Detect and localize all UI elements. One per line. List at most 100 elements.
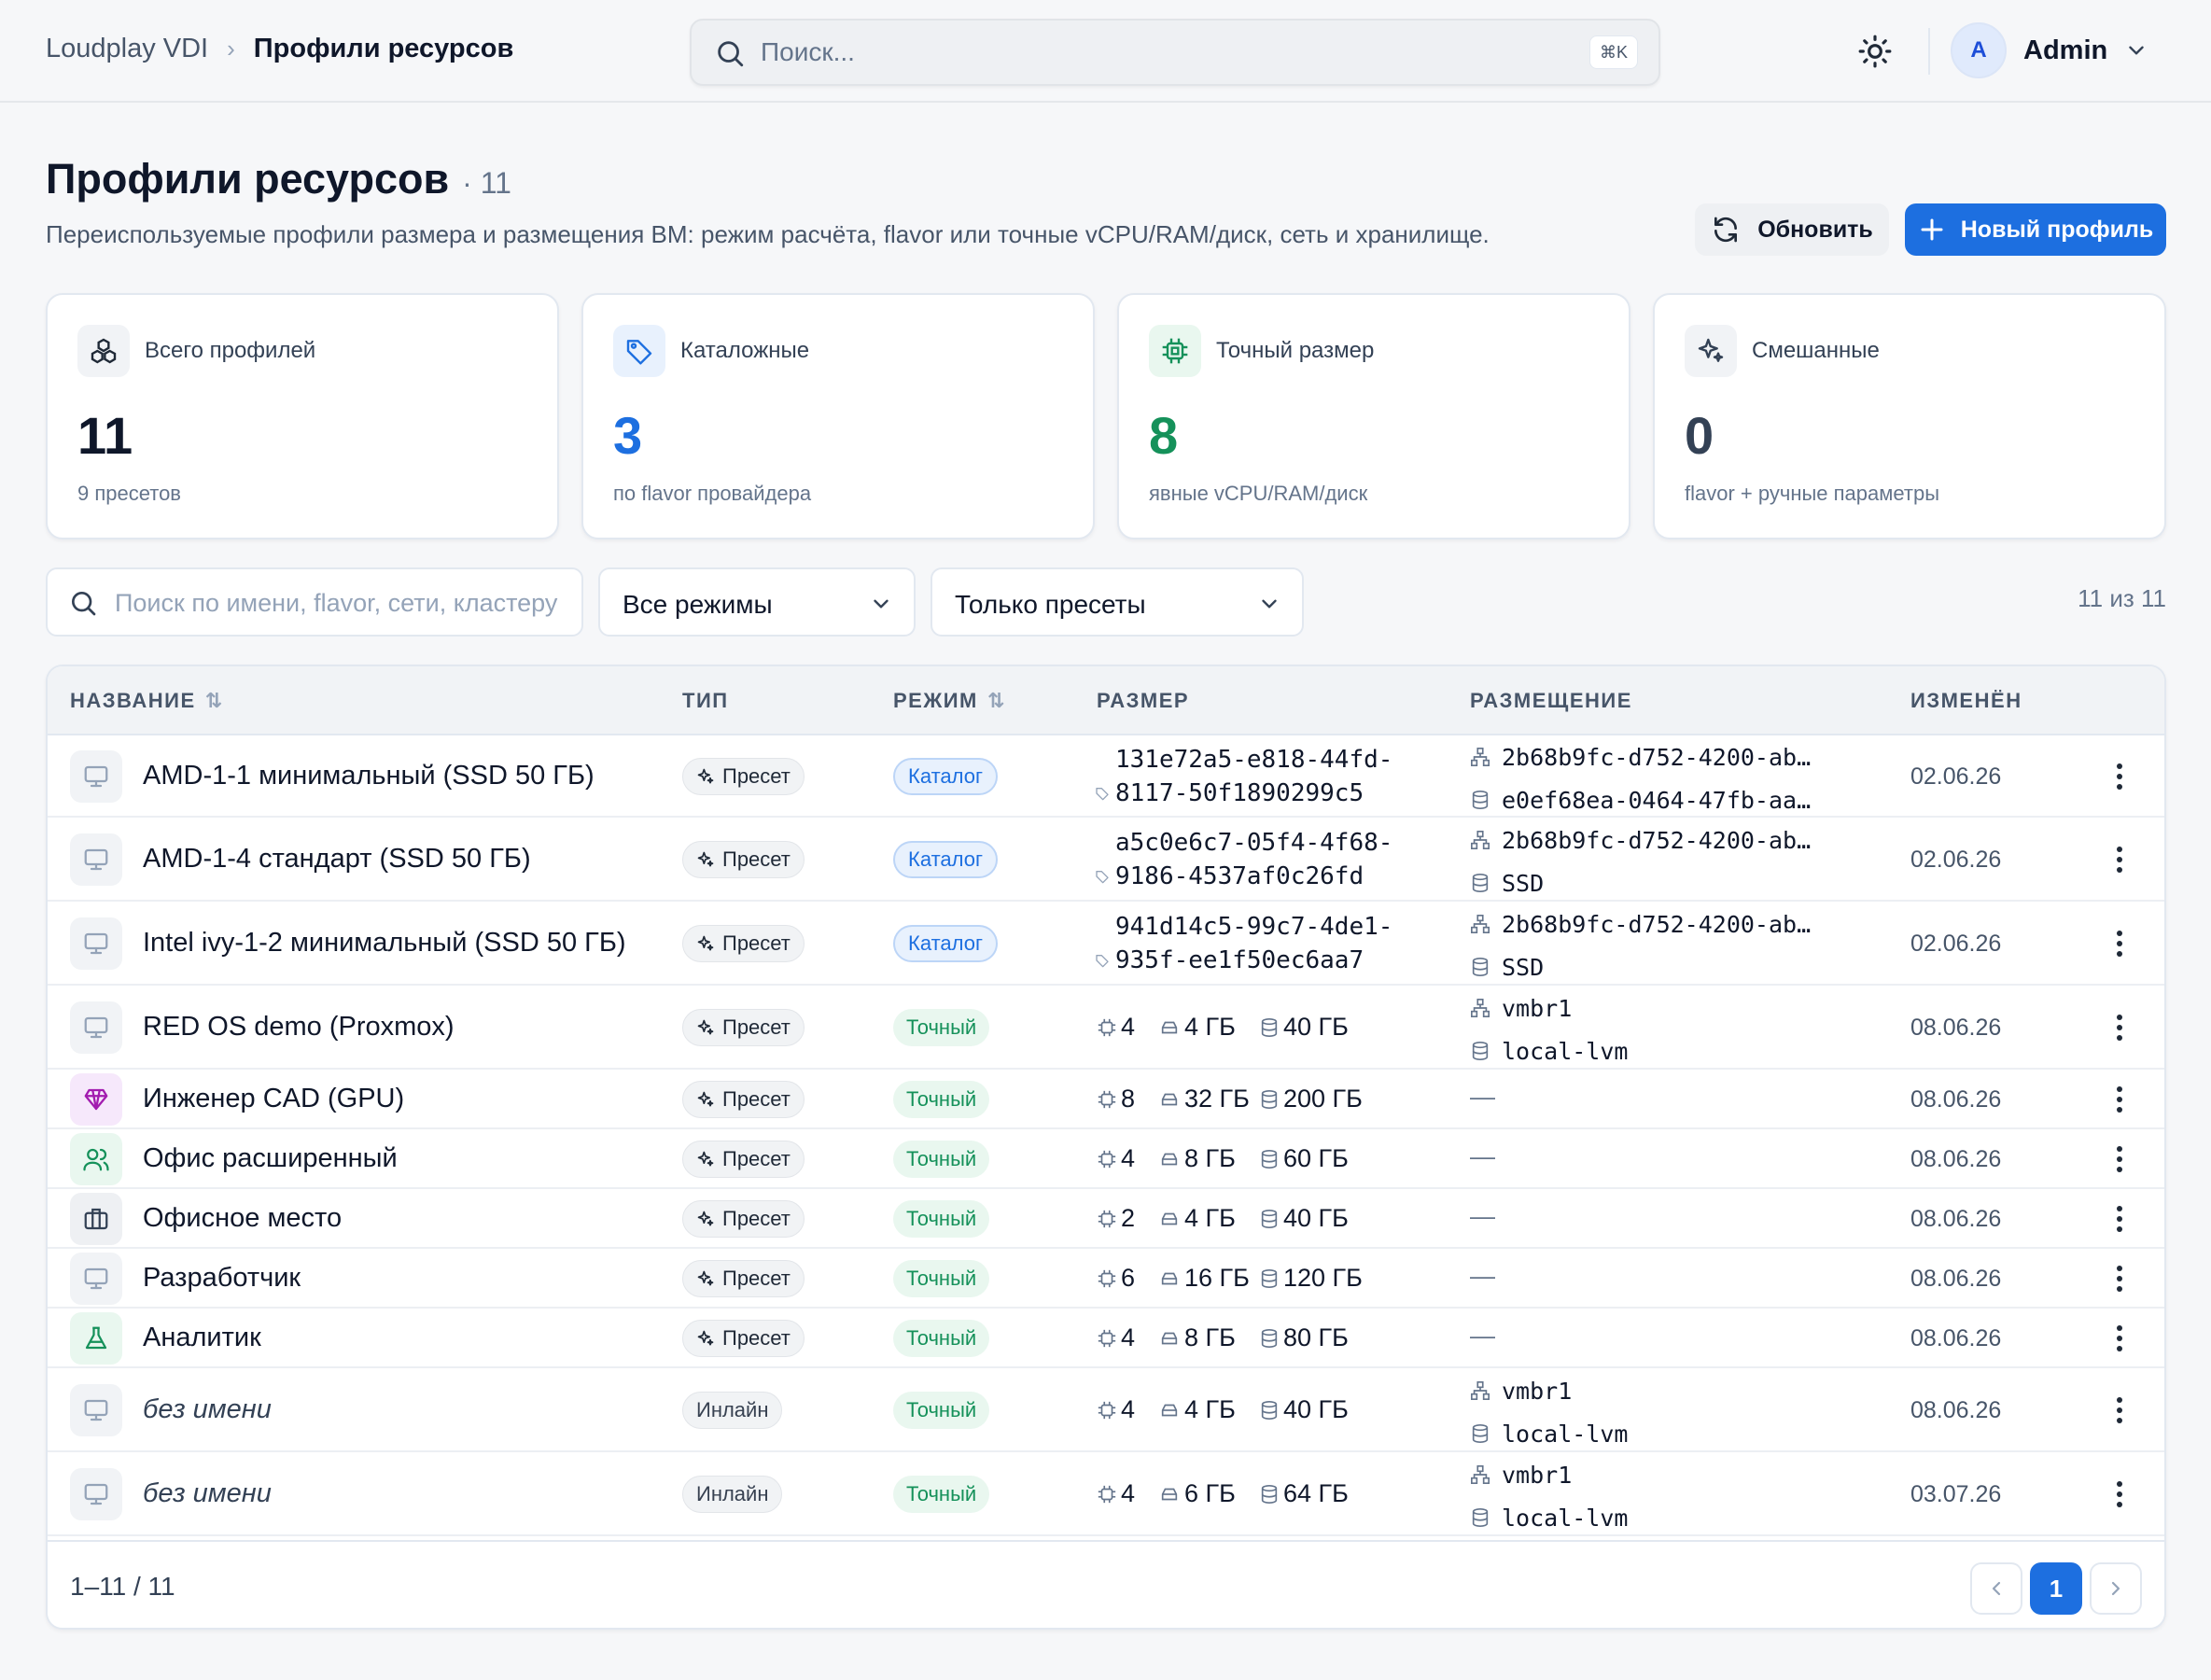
vcpu-spec: 6 xyxy=(1097,1264,1158,1293)
more-actions-icon[interactable] xyxy=(2110,1320,2129,1357)
mode-badge: Каталог xyxy=(893,925,998,962)
user-menu[interactable]: A Admin xyxy=(1951,22,2148,78)
ram-value: 32 ГБ xyxy=(1184,1085,1250,1113)
profile-name[interactable]: Офисное место xyxy=(143,1203,343,1233)
sun-icon[interactable] xyxy=(1857,34,1893,69)
changed-date: 08.06.26 xyxy=(1910,1266,2002,1292)
column-mode[interactable]: РЕЖИМ ⇅ xyxy=(893,689,1006,713)
page-button-current[interactable]: 1 xyxy=(2030,1562,2082,1615)
profile-name[interactable]: AMD-1-1 минимальный (SSD 50 ГБ) xyxy=(143,761,595,791)
mode-badge: Точный xyxy=(893,1260,990,1297)
more-actions-icon[interactable] xyxy=(2110,1392,2129,1429)
ram-value: 4 ГБ xyxy=(1184,1395,1236,1423)
table-row[interactable]: Разработчик Пресет Точный 6 16 ГБ 120 ГБ — 08.0… xyxy=(48,1249,2164,1309)
more-actions-icon[interactable] xyxy=(2110,1081,2129,1118)
stat-label: Каталожные xyxy=(680,338,810,363)
type-badge-label: Инлайн xyxy=(696,1398,769,1421)
table-row[interactable]: AMD-1-4 стандарт (SSD 50 ГБ) Пресет Катало… xyxy=(48,818,2164,902)
disk-value: 40 ГБ xyxy=(1283,1395,1349,1423)
new-profile-button[interactable]: Новый профиль xyxy=(1905,203,2166,256)
flavor-id-line: 131e72a5-e818-44fd- xyxy=(1115,746,1393,774)
profile-search[interactable] xyxy=(46,567,583,637)
profile-name[interactable]: Офис расширенный xyxy=(143,1143,398,1173)
breadcrumb-current: Профили ресурсов xyxy=(253,34,514,63)
table-row[interactable]: Офисное место Пресет Точный 2 4 ГБ 40 ГБ — 08.0… xyxy=(48,1189,2164,1249)
mode-select[interactable]: Все режимы xyxy=(598,567,916,637)
network-icon xyxy=(1471,915,1490,933)
profile-name[interactable]: без имени xyxy=(143,1478,272,1508)
placement-empty: — xyxy=(1470,1322,1495,1350)
changed-date: 03.07.26 xyxy=(1910,1481,2002,1507)
type-badge: Пресет xyxy=(682,1009,805,1046)
database-icon xyxy=(1261,1400,1278,1420)
more-actions-icon[interactable] xyxy=(2110,841,2129,878)
table-row[interactable]: Офис расширенный Пресет Точный 4 8 ГБ 60 ГБ — 0… xyxy=(48,1129,2164,1189)
network-icon xyxy=(1471,1465,1490,1484)
column-placement: РАЗМЕЩЕНИЕ xyxy=(1470,689,1632,713)
profile-name[interactable]: без имени xyxy=(143,1394,272,1424)
memory-icon xyxy=(1161,1153,1178,1165)
flavor-id-line: 941d14c5-99c7-4de1- xyxy=(1115,913,1393,941)
type-badge-label: Пресет xyxy=(722,1326,791,1350)
flavor-id: 131e72a5-e818-44fd- 8117-50f1890299c5 xyxy=(1096,743,1393,810)
preset-select[interactable]: Только пресеты xyxy=(931,567,1304,637)
more-actions-icon[interactable] xyxy=(2110,1200,2129,1238)
flask-icon xyxy=(70,1312,122,1365)
refresh-button[interactable]: Обновить xyxy=(1695,203,1889,256)
more-actions-icon[interactable] xyxy=(2110,925,2129,962)
profile-name[interactable]: AMD-1-4 стандарт (SSD 50 ГБ) xyxy=(143,844,531,874)
changed-date: 08.06.26 xyxy=(1910,1015,2002,1041)
global-search[interactable]: ⌘K xyxy=(690,19,1660,86)
prev-page-button[interactable] xyxy=(1970,1562,2022,1615)
mode-badge: Точный xyxy=(893,1476,990,1513)
global-search-input[interactable] xyxy=(761,34,1507,71)
profile-name[interactable]: RED OS demo (Proxmox) xyxy=(143,1012,455,1042)
profile-name[interactable]: Инженер CAD (GPU) xyxy=(143,1084,405,1113)
vcpu-value: 4 xyxy=(1121,1395,1136,1423)
cpu-icon xyxy=(1149,325,1201,377)
ram-spec: 16 ГБ xyxy=(1158,1264,1259,1293)
column-changed: ИЗМЕНЁН xyxy=(1910,689,2022,713)
sparkles-icon xyxy=(697,851,714,867)
vcpu-value: 4 xyxy=(1121,1479,1136,1507)
refresh-button-label: Обновить xyxy=(1757,216,1873,243)
more-actions-icon[interactable] xyxy=(2110,758,2129,795)
vcpu-value: 4 xyxy=(1121,1323,1136,1351)
more-actions-icon[interactable] xyxy=(2110,1141,2129,1178)
next-page-button[interactable] xyxy=(2090,1562,2142,1615)
table-row[interactable]: Intel ivy-1-2 минимальный (SSD 50 ГБ) Пре… xyxy=(48,902,2164,986)
profile-name[interactable]: Разработчик xyxy=(143,1263,301,1293)
network-icon xyxy=(1471,748,1490,766)
profile-name[interactable]: Intel ivy-1-2 минимальный (SSD 50 ГБ) xyxy=(143,928,626,958)
mode-badge: Каталог xyxy=(893,841,998,878)
column-name[interactable]: НАЗВАНИЕ ⇅ xyxy=(70,689,224,713)
more-actions-icon[interactable] xyxy=(2110,1476,2129,1513)
table-row[interactable]: без имени Инлайн Точный 4 6 ГБ 64 ГБ vmbr1 loca… xyxy=(48,1452,2164,1536)
more-actions-icon[interactable] xyxy=(2110,1260,2129,1297)
profile-name[interactable]: Аналитик xyxy=(143,1323,261,1352)
search-icon xyxy=(718,41,744,67)
table-row[interactable]: Инженер CAD (GPU) Пресет Точный 8 32 ГБ 200 Г… xyxy=(48,1070,2164,1129)
more-actions-icon[interactable] xyxy=(2110,1009,2129,1046)
table-row[interactable]: RED OS demo (Proxmox) Пресет Точный 4 4 ГБ 40… xyxy=(48,986,2164,1070)
table-row[interactable]: Аналитик Пресет Точный 4 8 ГБ 80 ГБ — 08.06.26 xyxy=(48,1309,2164,1368)
disk-value: 64 ГБ xyxy=(1283,1479,1349,1507)
placement: 2b68b9fc-d752-4200-ab… SSD xyxy=(1470,824,1811,899)
column-placement-label: РАЗМЕЩЕНИЕ xyxy=(1470,689,1632,712)
storage-value: SSD xyxy=(1502,869,1545,897)
vcpu-spec: 4 xyxy=(1097,1395,1158,1424)
changed-date: 08.06.26 xyxy=(1910,1397,2002,1423)
table-row[interactable]: AMD-1-1 минимальный (SSD 50 ГБ) Пресет Кат… xyxy=(48,735,2164,818)
breadcrumb-root-link[interactable]: Loudplay VDI xyxy=(46,34,209,63)
size-specs: 6 16 ГБ 120 ГБ xyxy=(1097,1264,1363,1293)
monitor-icon xyxy=(70,750,122,803)
new-profile-button-label: Новый профиль xyxy=(1960,216,2154,243)
stat-sub: явные vCPU/RAM/диск xyxy=(1149,482,1368,505)
type-badge-label: Пресет xyxy=(722,1267,791,1290)
profile-search-input[interactable] xyxy=(115,584,563,622)
table-row[interactable]: без имени Инлайн Точный 4 4 ГБ 40 ГБ vmbr1 loca… xyxy=(48,1368,2164,1452)
mode-badge: Каталог xyxy=(893,758,998,795)
stat-card-exact: Точный размер 8 явные vCPU/RAM/диск xyxy=(1117,293,1630,539)
database-icon xyxy=(1472,1508,1489,1527)
stat-sub: 9 пресетов xyxy=(77,482,181,505)
